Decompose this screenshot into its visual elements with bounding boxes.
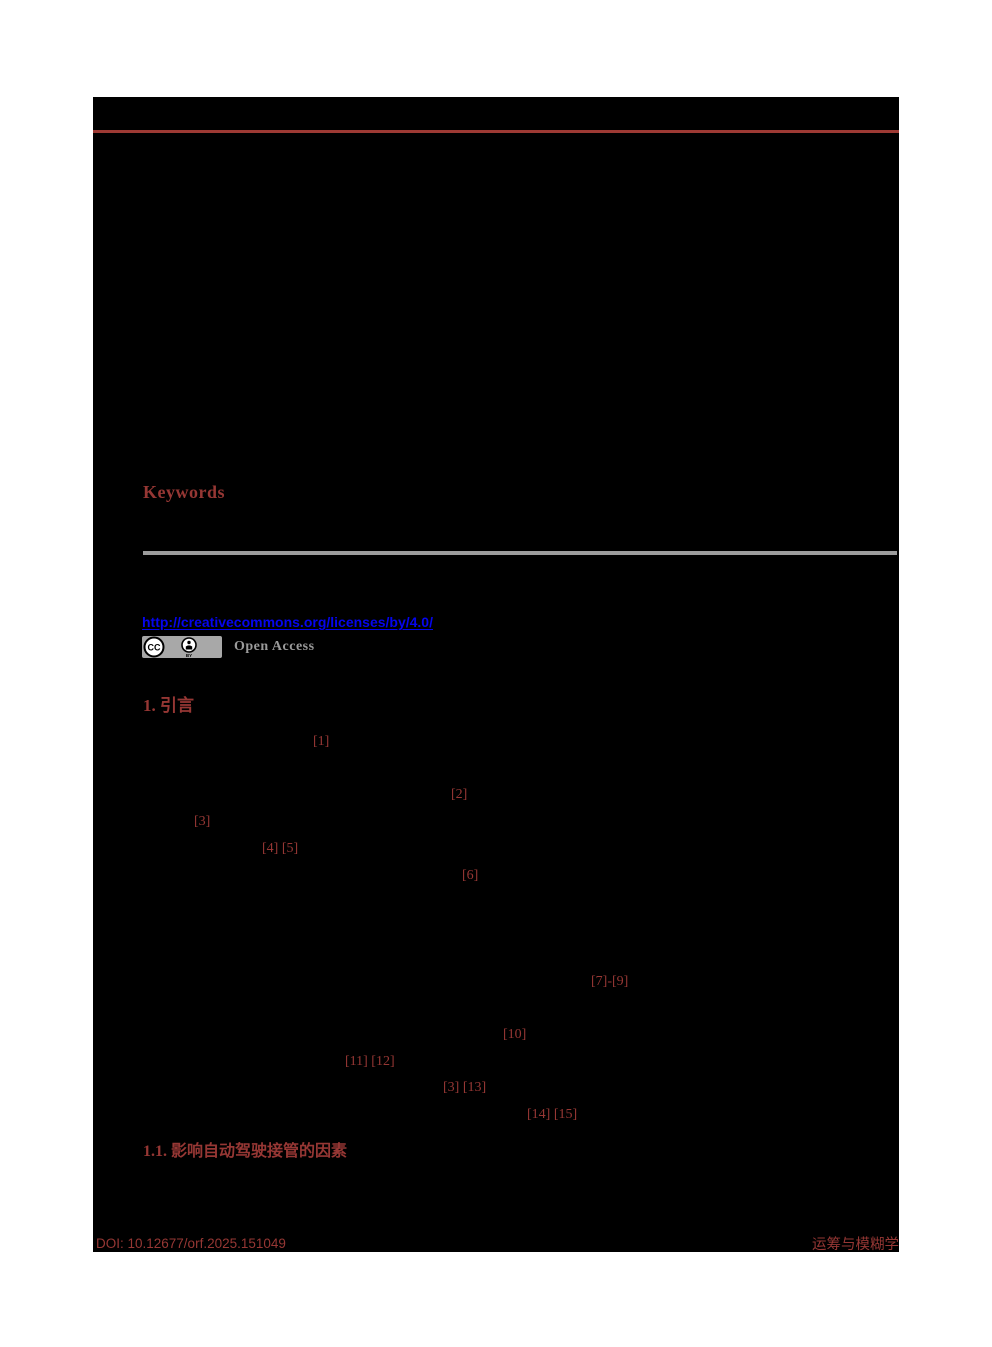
citation-ref[interactable]: [2] — [451, 787, 468, 802]
footer-journal-title: 运筹与模糊学 — [812, 1237, 899, 1253]
open-access-label: Open Access — [234, 639, 315, 654]
citation-ref[interactable]: [4] [5] — [262, 841, 299, 856]
citation-ref[interactable]: [6] — [462, 868, 479, 883]
cc-by-person-icon — [181, 637, 197, 653]
person-head-icon — [187, 640, 191, 645]
cc-logo-text: CC — [148, 643, 161, 653]
license-link[interactable]: http://creativecommons.org/licenses/by/4… — [142, 614, 433, 630]
pdf-page-canvas: Keywords http://creativecommons.org/lice… — [93, 97, 899, 1253]
citation-ref[interactable]: [3] [13] — [443, 1080, 487, 1095]
header-rule — [93, 130, 899, 133]
citation-ref[interactable]: [7]-[9] — [591, 974, 629, 989]
cc-logo-icon — [143, 636, 165, 658]
section-heading-introduction: 1. 引言 — [143, 696, 194, 715]
citation-ref[interactable]: [3] — [194, 814, 211, 829]
person-body-icon — [185, 645, 193, 650]
citation-ref[interactable]: [10] — [503, 1027, 527, 1042]
cc-by-badge[interactable]: CC BY — [142, 636, 222, 658]
citation-ref[interactable]: [11] [12] — [345, 1054, 395, 1069]
keywords-heading: Keywords — [143, 482, 225, 502]
section-divider-rule — [143, 551, 897, 555]
citation-ref[interactable]: [14] [15] — [527, 1107, 578, 1122]
citation-ref[interactable]: [1] — [313, 734, 330, 749]
footer-doi: DOI: 10.12677/orf.2025.151049 — [96, 1236, 286, 1251]
cc-by-text: BY — [186, 653, 192, 658]
section-heading-takeover-factors: 1.1. 影响自动驾驶接管的因素 — [143, 1143, 348, 1160]
